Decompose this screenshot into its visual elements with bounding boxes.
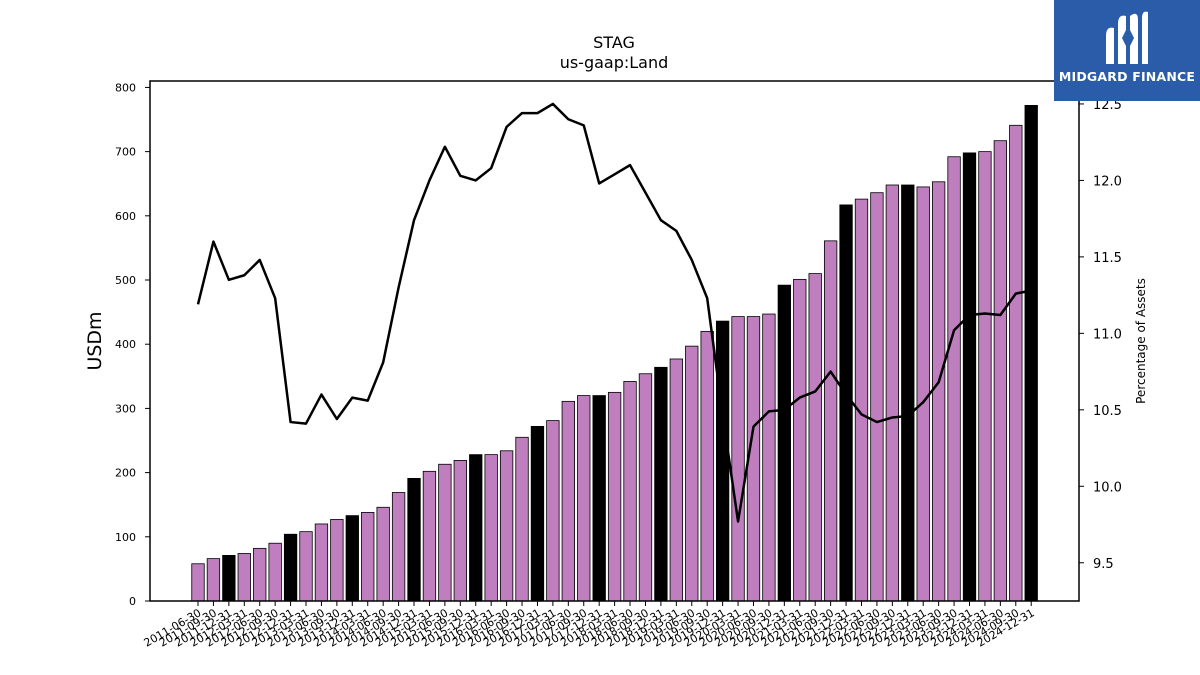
axes: 0 100 200 300 400 500 600 700 800 9.5 10.0 10.5 11.0… <box>115 81 1122 649</box>
bar-2013-06-30 <box>314 523 329 602</box>
bar-2017-09-30 <box>577 395 591 602</box>
y-tick-label: 800 <box>115 81 136 94</box>
bar-2014-12-31 <box>407 477 421 602</box>
line-series <box>196 102 1032 523</box>
bar-2023-06-30 <box>931 181 946 602</box>
bar-2021-12-31 <box>839 204 853 602</box>
bar-2019-03-31 <box>669 358 683 602</box>
y-tick-label: 0 <box>129 595 136 608</box>
bar-2018-09-30 <box>638 373 653 602</box>
y2-axis-label: Percentage of Assets <box>1134 278 1148 404</box>
bar-2024-12-31 <box>1024 105 1038 602</box>
bar-2013-09-30 <box>330 519 344 602</box>
bar-2024-06-30 <box>993 140 1008 602</box>
logo-text: MIDGARD FINANCE <box>1058 69 1196 84</box>
bar-2024-03-31 <box>978 151 992 602</box>
bar-2017-03-31 <box>546 420 560 602</box>
y-tick-label: 300 <box>115 402 136 415</box>
percentage-of-assets-line <box>196 102 1032 523</box>
bar-2019-12-31 <box>715 320 730 602</box>
bar-2023-09-30 <box>947 156 961 602</box>
bar-2020-09-30 <box>762 313 776 602</box>
bar-2017-06-30 <box>561 400 575 602</box>
chart-title: STAG <box>593 33 635 52</box>
bar-2016-12-31 <box>530 425 545 602</box>
y2-tick-label: 10.5 <box>1093 404 1122 419</box>
bar-2020-03-31 <box>731 316 745 602</box>
bar-2012-03-31 <box>237 553 251 602</box>
bar-2012-09-30 <box>268 542 282 602</box>
bar-2023-12-31 <box>962 152 977 602</box>
bar-2016-09-30 <box>515 436 529 602</box>
bar-2013-12-31 <box>345 515 359 602</box>
bar-2012-06-30 <box>253 547 267 602</box>
bar-2015-03-31 <box>422 470 437 602</box>
bar-2011-06-30 <box>191 563 205 602</box>
bar-2016-06-30 <box>499 450 514 602</box>
bar-2024-09-30 <box>1009 124 1023 602</box>
y2-tick-label: 11.5 <box>1093 251 1122 266</box>
bar-2017-12-31 <box>592 395 606 602</box>
y-tick-label: 200 <box>115 467 136 480</box>
bar-2011-09-30 <box>206 558 221 602</box>
bar-2014-09-30 <box>391 492 406 602</box>
bar-2019-06-30 <box>685 345 699 602</box>
bar-2014-06-30 <box>376 506 390 602</box>
bar-2021-06-30 <box>808 273 822 602</box>
y-tick-label: 400 <box>115 338 136 351</box>
bar-2023-03-31 <box>916 186 930 602</box>
bar-2012-12-31 <box>283 533 298 602</box>
bar-2015-09-30 <box>453 460 467 602</box>
plot-frame <box>149 80 1080 602</box>
bar-2022-06-30 <box>870 192 884 602</box>
bar-2016-03-31 <box>484 454 498 602</box>
bar-2011-12-31 <box>222 555 236 602</box>
y2-tick-label: 12.5 <box>1093 98 1122 113</box>
bar-2022-12-31 <box>901 184 915 602</box>
bar-series <box>191 105 1038 602</box>
midgard-finance-logo: MIDGARD FINANCE <box>1054 0 1200 101</box>
bar-2014-03-31 <box>361 512 375 602</box>
bar-2013-03-31 <box>299 531 313 602</box>
y-tick-label: 600 <box>115 210 136 223</box>
bar-2018-06-30 <box>623 381 637 602</box>
bar-2020-12-31 <box>777 284 791 602</box>
bar-2018-12-31 <box>654 366 668 602</box>
bar-2015-12-31 <box>469 454 483 602</box>
y2-tick-label: 12.0 <box>1093 174 1122 189</box>
bar-2021-03-31 <box>793 278 807 602</box>
bar-2022-09-30 <box>885 184 899 602</box>
y-axis-label: USDm <box>84 311 106 370</box>
bar-2018-03-31 <box>607 391 622 602</box>
y2-tick-label: 10.0 <box>1093 480 1122 495</box>
bar-2015-06-30 <box>438 463 452 602</box>
bar-2021-09-30 <box>823 240 838 602</box>
y-tick-label: 100 <box>115 531 136 544</box>
y-tick-label: 500 <box>115 274 136 287</box>
y2-tick-label: 11.0 <box>1093 327 1122 342</box>
bar-2019-09-30 <box>700 330 714 602</box>
bar-2022-03-31 <box>854 198 869 602</box>
y-tick-label: 700 <box>115 146 136 159</box>
y2-tick-label: 9.5 <box>1093 557 1114 572</box>
midgard-logo-mark-icon <box>1106 11 1148 65</box>
chart-subtitle: us-gaap:Land <box>560 53 669 72</box>
